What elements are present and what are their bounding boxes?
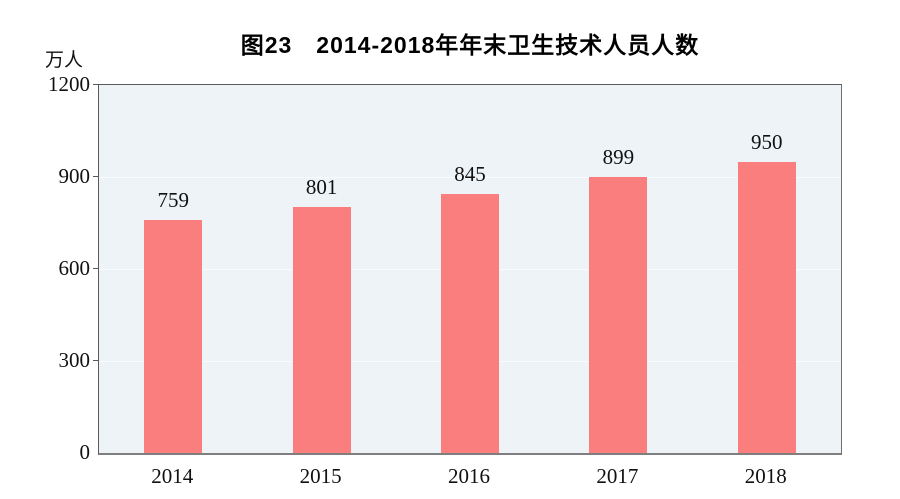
y-tick-mark — [93, 84, 98, 85]
bar-value-label: 899 — [602, 145, 635, 170]
bar-value-label: 845 — [454, 161, 486, 186]
x-tick-label: 2014 — [151, 464, 194, 488]
y-tick-label: 900 — [58, 164, 91, 188]
bar-value-label: 801 — [305, 175, 338, 200]
bar — [737, 161, 796, 453]
bar-value-label: 759 — [157, 188, 189, 213]
y-axis-unit-label: 万人 — [45, 50, 84, 71]
chart-title: 图23 2014-2018年年末卫生技术人员人数 — [240, 32, 700, 58]
bar — [144, 220, 203, 453]
y-tick-label: 1200 — [48, 72, 90, 96]
bar-value-label: 950 — [751, 129, 783, 154]
bar — [589, 177, 648, 453]
bar — [292, 207, 351, 453]
y-tick-label: 600 — [58, 256, 91, 280]
y-tick-mark — [93, 176, 98, 177]
plot-area: 759 801 845 899 950 — [98, 84, 842, 455]
x-tick-label: 2015 — [299, 464, 342, 488]
x-tick-label: 2017 — [596, 464, 639, 488]
x-tick-label: 2016 — [448, 464, 490, 488]
y-tick-mark — [93, 360, 98, 361]
bar — [441, 193, 499, 453]
gridline — [99, 177, 841, 178]
y-tick-mark — [93, 268, 98, 269]
y-tick-label: 0 — [79, 440, 91, 464]
x-tick-label: 2018 — [744, 464, 787, 488]
y-tick-label: 300 — [58, 348, 91, 372]
